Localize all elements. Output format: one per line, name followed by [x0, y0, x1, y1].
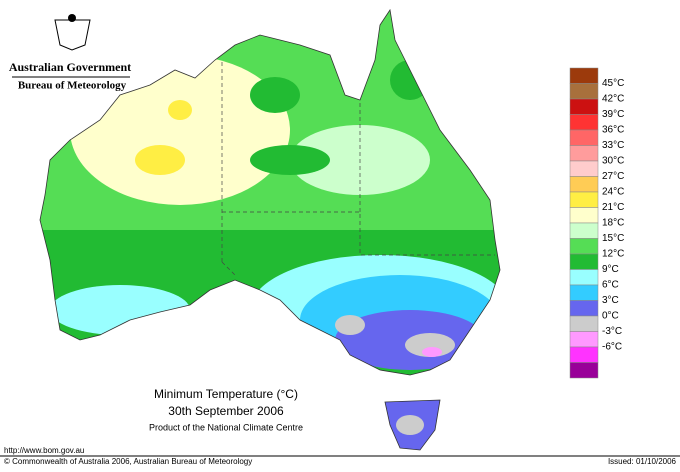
legend-swatch [569, 346, 599, 363]
legend-swatch [569, 129, 599, 146]
legend-swatch [569, 315, 599, 332]
legend-swatch [569, 114, 599, 131]
legend-swatch [569, 362, 599, 379]
crest [54, 14, 91, 51]
legend-swatch [569, 160, 599, 177]
legend-label: 12°C [602, 249, 624, 260]
legend-label: -3°C [602, 326, 622, 337]
legend-label: 18°C [602, 218, 624, 229]
map-product: Product of the National Climate Centre [149, 422, 303, 432]
legend-swatch [569, 145, 599, 162]
legend-label: 36°C [602, 125, 624, 136]
footer-issued: Issued: 01/10/2006 [608, 457, 677, 466]
legend-swatch [569, 331, 599, 348]
legend-label: 3°C [602, 295, 619, 306]
legend-label: 6°C [602, 280, 619, 291]
footer-copyright: © Commonwealth of Australia 2006, Austra… [4, 457, 252, 466]
legend-swatch [569, 83, 599, 100]
legend-swatch [569, 284, 599, 301]
legend: 45°C 42°C 39°C 36°C 33°C 30°C 27°C 24°C 21°C 18°C… [569, 67, 624, 379]
legend-label: 15°C [602, 233, 624, 244]
legend-label: 39°C [602, 109, 624, 120]
legend-label: 45°C [602, 78, 624, 89]
legend-label: 30°C [602, 156, 624, 167]
legend-swatch [569, 67, 599, 84]
state-borders [221, 62, 495, 276]
legend-label: -6°C [602, 342, 622, 353]
legend-swatch [569, 300, 599, 317]
legend-swatch [569, 176, 599, 193]
legend-label: 42°C [602, 94, 624, 105]
legend-swatch [569, 98, 599, 115]
legend-label: 9°C [602, 264, 619, 275]
legend-swatch [569, 253, 599, 270]
legend-label: 24°C [602, 187, 624, 198]
legend-label: 21°C [602, 202, 624, 213]
legend-label: 0°C [602, 311, 619, 322]
map-title: Minimum Temperature (°C) [154, 387, 298, 401]
map-date: 30th September 2006 [168, 404, 284, 418]
legend-swatch [569, 191, 599, 208]
bureau-name: Bureau of Meteorology [18, 80, 127, 92]
legend-swatch [569, 207, 599, 224]
legend-swatch [569, 222, 599, 239]
gov-name: Australian Government [9, 60, 131, 74]
legend-swatch [569, 238, 599, 255]
footer-url: http://www.bom.gov.au [4, 446, 84, 455]
legend-label: 27°C [602, 171, 624, 182]
tasmania-field [396, 415, 424, 435]
legend-swatch [569, 269, 599, 286]
legend-label: 33°C [602, 140, 624, 151]
